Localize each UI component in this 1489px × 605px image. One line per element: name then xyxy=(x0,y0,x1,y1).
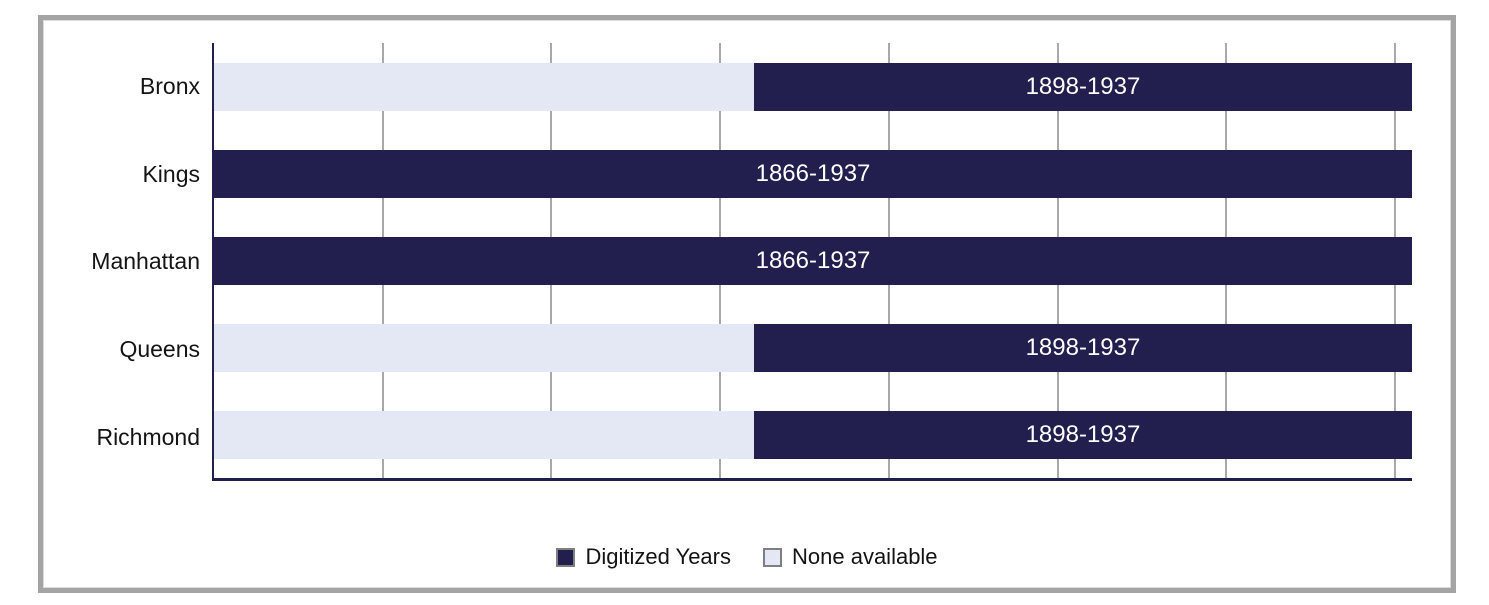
category-label: Queens xyxy=(119,336,200,363)
bar-row: 1866-1937 xyxy=(214,130,1412,217)
plot-area: 1898-1937 1866-1937 1866-1937 1898-1937 1898… xyxy=(212,43,1412,481)
bar-value-label: 1898-1937 xyxy=(1025,420,1141,448)
category-label-row: Manhattan xyxy=(43,218,200,306)
category-label: Bronx xyxy=(139,73,200,100)
category-label: Richmond xyxy=(96,423,200,450)
legend-swatch-digitized xyxy=(556,547,576,567)
legend-item: None available xyxy=(763,544,938,570)
bar-segment-none xyxy=(214,62,754,111)
category-label-row: Kings xyxy=(43,131,200,219)
bars: 1898-1937 1866-1937 1866-1937 1898-1937 1898… xyxy=(214,43,1412,478)
bar-value-label: 1866-1937 xyxy=(755,246,871,274)
bar-value-label: 1898-1937 xyxy=(1025,333,1141,361)
legend-item: Digitized Years xyxy=(556,544,731,570)
legend: Digitized Years None available xyxy=(43,544,1451,570)
bar-row: 1866-1937 xyxy=(214,217,1412,304)
bar-segment-digitized: 1866-1937 xyxy=(214,149,1412,198)
legend-swatch-none xyxy=(763,547,782,567)
bar-row: 1898-1937 xyxy=(214,304,1412,391)
bar-value-label: 1866-1937 xyxy=(755,159,871,187)
bar-value-label: 1898-1937 xyxy=(1025,72,1141,100)
legend-label: Digitized Years xyxy=(585,544,731,569)
bar-row: 1898-1937 xyxy=(214,391,1412,478)
bar-segment-digitized: 1898-1937 xyxy=(753,323,1412,372)
bar-segment-digitized: 1866-1937 xyxy=(214,236,1412,285)
bar-segment-digitized: 1898-1937 xyxy=(753,410,1412,459)
bar-segment-digitized: 1898-1937 xyxy=(753,62,1412,111)
chart-frame: Bronx Kings Manhattan Queens Richmond 1898-1… xyxy=(38,15,1456,593)
category-label: Kings xyxy=(142,160,200,187)
bar-row: 1898-1937 xyxy=(214,43,1412,130)
category-label: Manhattan xyxy=(91,248,200,275)
bar-segment-none xyxy=(214,323,754,372)
category-label-row: Bronx xyxy=(43,43,200,131)
category-label-row: Queens xyxy=(43,306,200,394)
category-label-row: Richmond xyxy=(43,393,200,481)
category-labels: Bronx Kings Manhattan Queens Richmond xyxy=(43,43,200,481)
legend-label: None available xyxy=(792,544,938,569)
bar-segment-none xyxy=(214,410,754,459)
